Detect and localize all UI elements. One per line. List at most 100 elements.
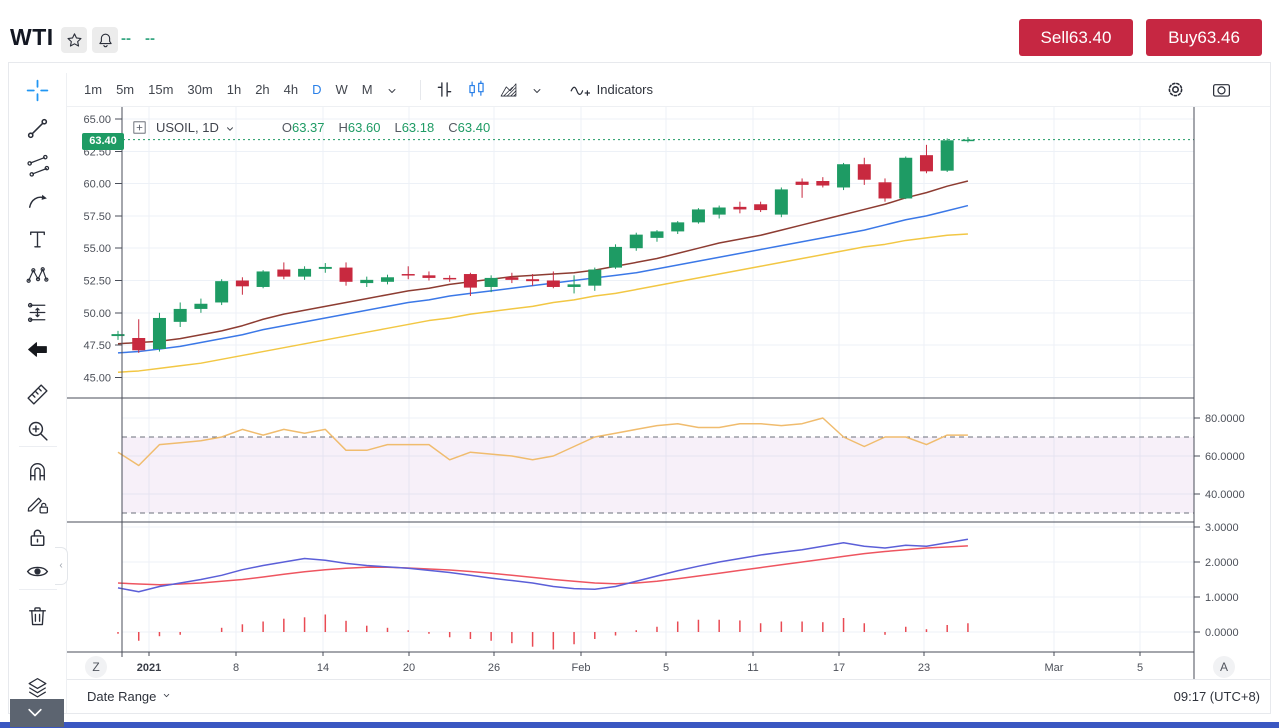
svg-text:8: 8	[233, 662, 239, 674]
layers-tool[interactable]	[21, 670, 55, 704]
screenshot-button[interactable]	[1209, 77, 1235, 103]
text-tool-tool[interactable]	[21, 222, 55, 256]
buy-button[interactable]: Buy63.46	[1146, 19, 1262, 56]
svg-text:40.0000: 40.0000	[1205, 489, 1245, 501]
svg-text:50.00: 50.00	[83, 308, 111, 320]
legend-symbol[interactable]: USOIL, 1D	[156, 119, 219, 135]
bottom-bar: Date Range 09:17 (UTC+8)	[67, 679, 1270, 713]
alert-bell-button[interactable]	[92, 27, 118, 53]
timeframe-2h[interactable]: 2h	[248, 79, 276, 100]
svg-text:17: 17	[833, 662, 845, 674]
current-price-badge: 63.40	[82, 133, 124, 150]
date-range-dropdown[interactable]: Date Range	[87, 689, 172, 704]
chevron-down-icon	[24, 703, 50, 723]
lock-icon	[25, 525, 51, 550]
timeframe-30m[interactable]: 30m	[180, 79, 219, 100]
legend-ohlc: O63.37 H63.60 L63.18 C63.40	[282, 120, 504, 135]
chevron-down-icon[interactable]	[219, 120, 236, 135]
svg-text:52.50: 52.50	[83, 276, 111, 288]
position-tool-icon	[25, 300, 51, 325]
svg-text:11: 11	[747, 662, 758, 674]
chart-canvas[interactable]: 65.0062.5060.0057.5055.0052.5050.0047.50…	[67, 107, 1272, 680]
svg-text:55.00: 55.00	[83, 243, 111, 255]
magnet-icon	[25, 459, 51, 484]
timeframe-d[interactable]: D	[305, 79, 328, 100]
timeframe-4h[interactable]: 4h	[277, 79, 305, 100]
brush-tool[interactable]	[21, 185, 55, 219]
text-tool-icon	[25, 227, 51, 252]
timeframe-15m[interactable]: 15m	[141, 79, 180, 100]
back-arrow-tool[interactable]	[21, 332, 55, 366]
candles-icon	[466, 79, 488, 100]
bell-icon	[95, 31, 115, 50]
brush-icon	[25, 190, 51, 215]
indicators-button[interactable]: Indicators	[567, 77, 653, 103]
timeframe-chevron-button[interactable]	[383, 77, 409, 103]
bid-placeholder-dash: --	[121, 30, 131, 47]
timeframe-1m[interactable]: 1m	[77, 79, 109, 100]
trend-line-tool[interactable]	[21, 111, 55, 145]
zoom-in-icon	[25, 418, 51, 443]
timeframe-1h[interactable]: 1h	[220, 79, 248, 100]
ask-placeholder-dash: --	[145, 30, 155, 47]
timeframe-w[interactable]: W	[329, 79, 355, 100]
lock-tool[interactable]	[21, 520, 55, 554]
chart-legend: USOIL, 1D O63.37 H63.60 L63.18 C63.40	[131, 117, 504, 137]
fib-tools-icon	[25, 153, 51, 178]
bar-style-settings-button[interactable]	[432, 77, 458, 103]
drawing-toolbar	[9, 73, 67, 713]
clock: 09:17 (UTC+8)	[1173, 689, 1260, 704]
area-style-button[interactable]	[496, 77, 522, 103]
trash-icon	[25, 604, 51, 629]
legend-c-value: C63.40	[448, 119, 491, 135]
svg-text:60.0000: 60.0000	[1205, 451, 1245, 463]
watchlist-star-button[interactable]	[61, 27, 87, 53]
zoom-in-tool[interactable]	[21, 413, 55, 447]
sidebar-minimize-button[interactable]	[10, 699, 64, 727]
svg-text:Feb: Feb	[572, 662, 591, 674]
timeframe-m[interactable]: M	[355, 79, 380, 100]
crosshair-tool[interactable]	[21, 73, 55, 107]
eye-icon	[25, 559, 51, 584]
bottom-accent-bar	[0, 722, 1279, 728]
symbol-title: WTI	[10, 24, 54, 50]
timezone-button[interactable]: Z	[85, 656, 107, 678]
chart-toolbar: 1m 5m 15m 30m 1h 2h 4h D W M Indicators	[67, 73, 1270, 107]
auto-scale-button[interactable]: A	[1213, 656, 1235, 678]
draw-lock-tool[interactable]	[21, 487, 55, 521]
magnet-tool[interactable]	[21, 454, 55, 488]
svg-text:57.50: 57.50	[83, 211, 111, 223]
fib-tools-tool[interactable]	[21, 148, 55, 182]
svg-text:0.0000: 0.0000	[1205, 627, 1239, 639]
timeframe-5m[interactable]: 5m	[109, 79, 141, 100]
style-chevron-button[interactable]	[528, 77, 554, 103]
svg-text:5: 5	[1137, 662, 1143, 674]
candle-style-button[interactable]	[464, 77, 490, 103]
indicators-label: Indicators	[596, 82, 654, 97]
trash-tool[interactable]	[21, 599, 55, 633]
svg-text:2.0000: 2.0000	[1205, 557, 1239, 569]
xabcd-pattern-tool[interactable]	[21, 258, 55, 292]
xabcd-pattern-icon	[25, 263, 51, 288]
ruler-icon	[25, 382, 51, 407]
svg-text:26: 26	[488, 662, 500, 674]
ohlc-style-icon	[434, 79, 456, 100]
settings-button[interactable]	[1163, 77, 1189, 103]
ruler-tool[interactable]	[21, 377, 55, 411]
legend-o-value: O63.37	[281, 119, 325, 135]
crosshair-icon	[25, 78, 51, 103]
position-tool-tool[interactable]	[21, 295, 55, 329]
star-icon	[64, 31, 84, 50]
chevron-down-icon	[385, 84, 407, 98]
svg-text:23: 23	[918, 662, 930, 674]
add-symbol-icon[interactable]	[131, 119, 148, 136]
svg-text:1.0000: 1.0000	[1205, 592, 1239, 604]
trend-line-icon	[25, 116, 51, 141]
sell-button[interactable]: Sell63.40	[1019, 19, 1133, 56]
toolbar-right-group	[1160, 77, 1260, 103]
legend-l-value: L63.18	[394, 119, 435, 135]
eye-tool[interactable]	[21, 554, 55, 588]
sidebar-collapse-handle[interactable]: ‹	[55, 547, 68, 585]
legend-h-value: H63.60	[338, 119, 381, 135]
back-arrow-icon	[25, 337, 51, 362]
